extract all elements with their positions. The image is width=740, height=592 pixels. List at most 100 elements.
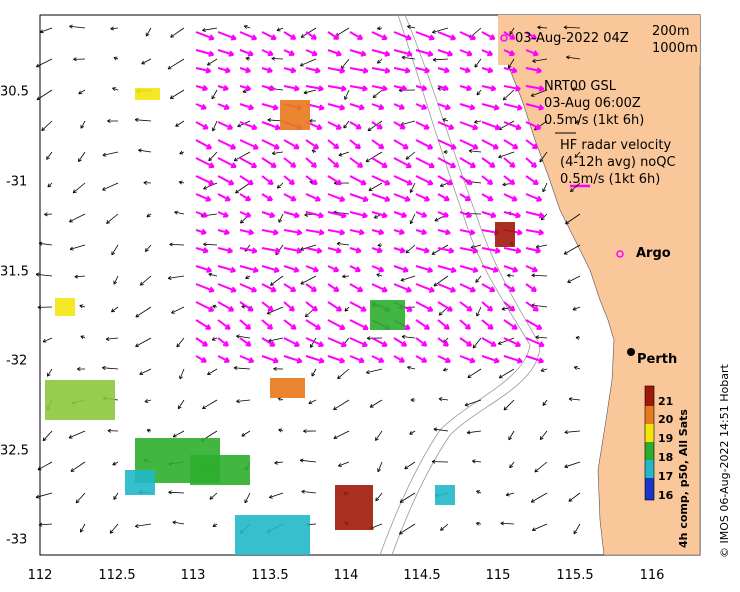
model-arrow-head (400, 277, 405, 282)
radar-arrow (481, 103, 500, 110)
model-arrow (338, 151, 350, 156)
model-arrow (141, 58, 152, 65)
model-arrow-head (572, 306, 577, 311)
model-arrow-head (537, 25, 541, 30)
model-arrow (542, 182, 548, 193)
colorbar-tick: 16 (658, 489, 674, 502)
radar-arrow-head (532, 50, 539, 57)
radar-arrow (327, 283, 340, 292)
model-arrow (536, 244, 548, 248)
radar-arrow (503, 175, 515, 185)
radar-arrow (525, 175, 539, 186)
model-arrow (464, 399, 482, 406)
radar-arrow-head (511, 323, 518, 330)
model-arrow (531, 274, 548, 277)
radar-arrow-head (251, 286, 258, 293)
radar-arrow-head (200, 228, 207, 236)
radar-arrow-head (293, 85, 300, 92)
radar-arrow (437, 139, 457, 150)
model-arrow-head (68, 218, 73, 223)
radar-arrow (217, 319, 231, 330)
sst-patches (45, 88, 515, 555)
radar-arrow (305, 157, 317, 168)
radar-arrow (393, 283, 412, 292)
model-arrow (509, 461, 515, 469)
radar-arrow (305, 193, 321, 202)
model-arrow-head (278, 428, 283, 433)
radar-arrow (305, 355, 325, 363)
model-arrow (573, 523, 581, 535)
radar-arrow-head (202, 123, 209, 130)
radar-arrow-head (269, 85, 276, 92)
radar-arrow (459, 121, 478, 130)
model-arrow-head (472, 459, 476, 464)
radar-arrow-head (335, 247, 342, 254)
model-arrow (269, 492, 284, 499)
model-arrow (207, 368, 218, 375)
model-arrow (144, 399, 152, 403)
radar-arrow (525, 139, 538, 150)
colorbar-tick: 21 (658, 395, 674, 408)
radar-arrow (415, 265, 433, 272)
radar-arrow (503, 31, 516, 40)
radar-arrow-head (512, 143, 519, 150)
model-arrow-head (376, 273, 381, 278)
radar-arrow-head (273, 266, 280, 274)
radar-arrow (239, 355, 254, 363)
model-arrow-head (476, 490, 480, 495)
radar-arrow (283, 139, 300, 150)
model-arrow (500, 522, 515, 525)
radar-arrow (437, 121, 454, 130)
model-arrow-head (267, 118, 272, 123)
radar-arrow (371, 157, 388, 168)
sst-patch (370, 300, 405, 330)
radar-arrow (195, 49, 214, 56)
sst-patch (270, 378, 305, 398)
radar-arrow-head (224, 356, 230, 363)
radar-arrow-head (376, 247, 383, 254)
model-arrow (565, 213, 581, 225)
model-arrow (110, 27, 119, 30)
model-arrow (78, 151, 86, 162)
model-arrow-head (240, 219, 244, 224)
model-arrow (405, 244, 416, 254)
radar-arrow (217, 283, 237, 292)
model-arrow (233, 367, 251, 370)
model-arrow-head (343, 124, 348, 129)
model-arrow-head (564, 430, 569, 435)
radar-arrow-head (466, 211, 473, 218)
radar-arrow-head (423, 123, 430, 130)
radar-arrow-head (378, 228, 385, 236)
radar-arrow-head (227, 247, 234, 254)
model-arrow-head (109, 529, 114, 534)
model-arrow-head (568, 397, 573, 402)
model-arrow (574, 366, 581, 370)
radar-arrow-head (248, 229, 255, 236)
model-arrow-head (38, 522, 43, 527)
radar-arrow (195, 265, 212, 272)
model-arrow-head (80, 335, 85, 340)
radar-arrow (195, 301, 214, 312)
model-arrow-head (466, 430, 471, 435)
radar-arrow-head (222, 340, 229, 347)
radar-arrow (305, 229, 325, 235)
model-arrow (102, 367, 119, 370)
radar-arrow-head (248, 357, 255, 364)
model-arrow-head (475, 278, 480, 283)
radar-arrow-head (447, 179, 454, 186)
radar-arrow-head (404, 324, 411, 330)
radar-arrow-head (538, 341, 545, 348)
model-arrow-head (47, 183, 52, 188)
model-arrow-head (497, 341, 502, 345)
model-arrow (111, 306, 119, 313)
radar-arrow-head (399, 123, 406, 130)
radar-arrow (261, 139, 280, 150)
radar-arrow-head (445, 228, 451, 236)
model-arrow (202, 399, 218, 410)
radar-arrow (371, 175, 391, 186)
y-tick: 32.5 (0, 443, 29, 459)
legend-panel-bg (498, 15, 700, 65)
model-arrow (401, 56, 416, 60)
model-arrow-head (35, 272, 40, 277)
radar-arrow (217, 265, 236, 272)
